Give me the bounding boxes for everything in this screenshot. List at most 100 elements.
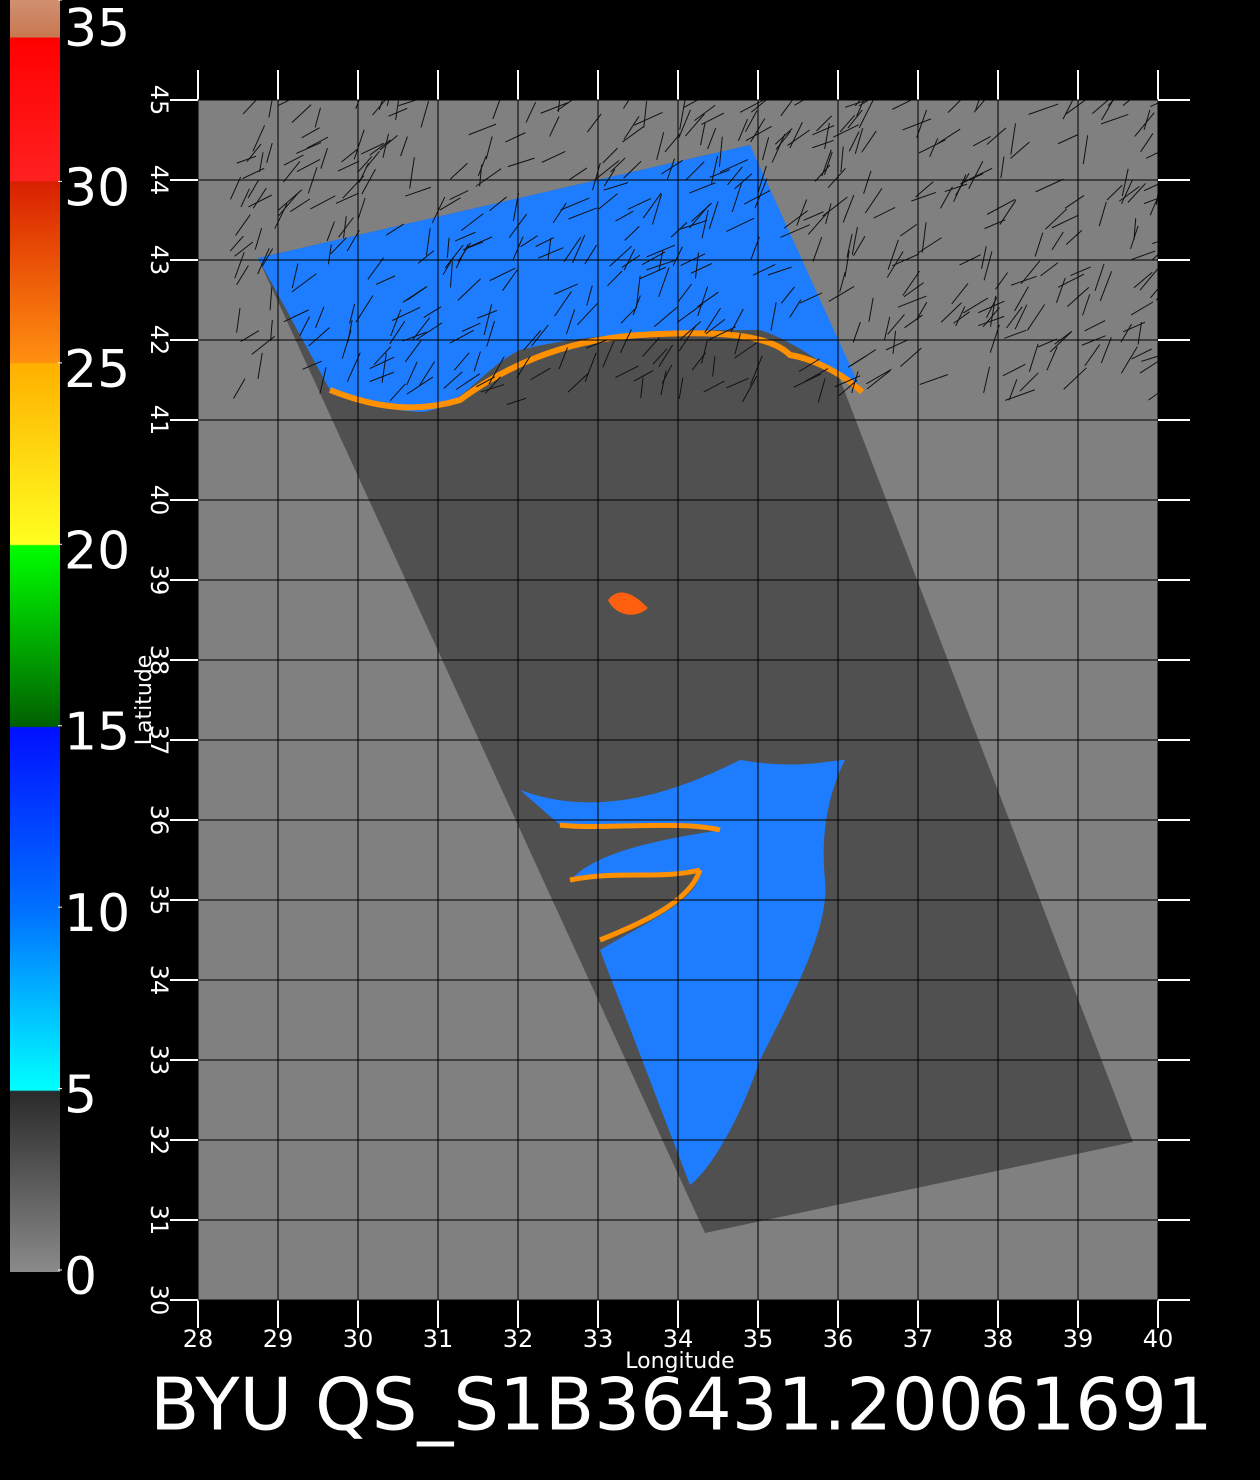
wind-vector bbox=[1157, 327, 1158, 329]
wind-vector bbox=[1028, 343, 1039, 372]
wind-vector bbox=[985, 297, 998, 319]
wind-vector bbox=[1134, 112, 1155, 137]
wind-vector bbox=[540, 102, 568, 114]
wind-vector bbox=[1139, 267, 1158, 291]
wind-vector bbox=[694, 104, 716, 122]
wind-vector bbox=[851, 226, 858, 255]
wind-vector bbox=[319, 367, 327, 394]
wind-vector bbox=[750, 100, 767, 113]
wind-vector bbox=[684, 113, 705, 137]
wind-vector bbox=[516, 355, 531, 378]
wind-vector bbox=[341, 148, 358, 163]
wind-vector bbox=[485, 136, 493, 160]
wind-vector bbox=[1120, 346, 1138, 374]
wind-vector bbox=[392, 306, 421, 321]
colorbar-label: 5 bbox=[64, 1066, 97, 1126]
wind-vector bbox=[486, 320, 496, 347]
wind-vector bbox=[299, 316, 310, 336]
wind-vector bbox=[1098, 201, 1107, 227]
wind-vector bbox=[602, 340, 615, 368]
wind-vector bbox=[525, 101, 537, 123]
wind-vector bbox=[999, 199, 1017, 225]
wind-vector bbox=[627, 198, 652, 210]
wind-vector bbox=[480, 384, 505, 393]
colorbar-label: 0 bbox=[64, 1247, 97, 1307]
wind-vector bbox=[640, 377, 644, 398]
wind-vector bbox=[623, 115, 640, 140]
wind-vector bbox=[314, 107, 321, 128]
wind-vector bbox=[632, 295, 641, 316]
wind-vector bbox=[1100, 113, 1129, 125]
wind-vector bbox=[840, 146, 844, 173]
y-tick-label: 34 bbox=[145, 965, 173, 996]
wind-vector bbox=[646, 244, 676, 258]
wind-vector bbox=[1046, 346, 1058, 371]
wind-vector bbox=[726, 377, 749, 389]
wind-vector bbox=[485, 376, 501, 394]
wind-vector bbox=[741, 375, 758, 403]
wind-vector bbox=[1145, 152, 1158, 159]
wind-vector bbox=[306, 136, 329, 149]
wind-vector bbox=[252, 125, 266, 152]
wind-vector bbox=[240, 188, 250, 208]
colorbar-label: 20 bbox=[64, 521, 130, 581]
wind-vector bbox=[1045, 208, 1068, 230]
wind-vector bbox=[1139, 360, 1158, 374]
wind-vector bbox=[282, 161, 301, 183]
wind-vector bbox=[854, 100, 861, 107]
wind-vector bbox=[461, 213, 484, 231]
wind-vector bbox=[473, 351, 481, 372]
wind-vector bbox=[367, 257, 384, 280]
wind-vector bbox=[621, 254, 641, 268]
wind-vector bbox=[745, 110, 758, 132]
wind-vector bbox=[652, 348, 668, 365]
wind-vector bbox=[701, 340, 708, 364]
wind-vector bbox=[1140, 133, 1154, 153]
wind-vector bbox=[409, 157, 415, 189]
wind-vector bbox=[1094, 263, 1105, 291]
wind-vector bbox=[1137, 322, 1143, 345]
wind-vector bbox=[851, 371, 859, 394]
wind-vector bbox=[489, 267, 516, 282]
wind-vector bbox=[1034, 232, 1044, 257]
wind-vector bbox=[541, 150, 566, 163]
wind-vector bbox=[968, 160, 984, 189]
wind-vector bbox=[1027, 304, 1046, 331]
wind-vector bbox=[229, 235, 244, 252]
wind-vector bbox=[670, 221, 688, 238]
wind-vector bbox=[251, 335, 275, 355]
wind-vector bbox=[911, 191, 937, 202]
wind-vector bbox=[1014, 286, 1029, 312]
wind-vector bbox=[679, 220, 708, 230]
y-tick-label: 39 bbox=[145, 565, 173, 596]
wind-vector bbox=[1014, 304, 1028, 330]
wind-vector bbox=[858, 100, 874, 129]
wind-vector bbox=[660, 370, 667, 396]
wind-vector bbox=[676, 303, 704, 323]
wind-vector bbox=[337, 160, 360, 172]
wind-vector bbox=[586, 113, 602, 133]
wind-vector bbox=[446, 237, 450, 258]
wind-vector bbox=[310, 195, 336, 210]
wind-vector bbox=[1152, 241, 1158, 245]
wind-vector bbox=[636, 275, 641, 307]
wind-vector bbox=[381, 353, 387, 383]
wind-vector bbox=[780, 224, 811, 238]
wind-vector bbox=[398, 100, 418, 107]
wind-vector bbox=[277, 189, 303, 211]
wind-vector bbox=[236, 265, 249, 285]
wind-vector bbox=[812, 125, 835, 136]
wind-vector bbox=[712, 356, 716, 377]
wind-vector bbox=[940, 302, 962, 323]
wind-vector bbox=[269, 286, 273, 311]
wind-vector bbox=[567, 372, 589, 393]
wind-vector bbox=[842, 194, 855, 223]
wind-vector bbox=[1091, 100, 1109, 115]
wind-vector bbox=[1057, 133, 1079, 145]
colorbar-label: 15 bbox=[64, 703, 130, 763]
wind-vector bbox=[854, 128, 864, 154]
wind-vector bbox=[502, 269, 518, 292]
colorbar-label: 35 bbox=[64, 0, 130, 59]
wind-vector bbox=[752, 263, 776, 276]
